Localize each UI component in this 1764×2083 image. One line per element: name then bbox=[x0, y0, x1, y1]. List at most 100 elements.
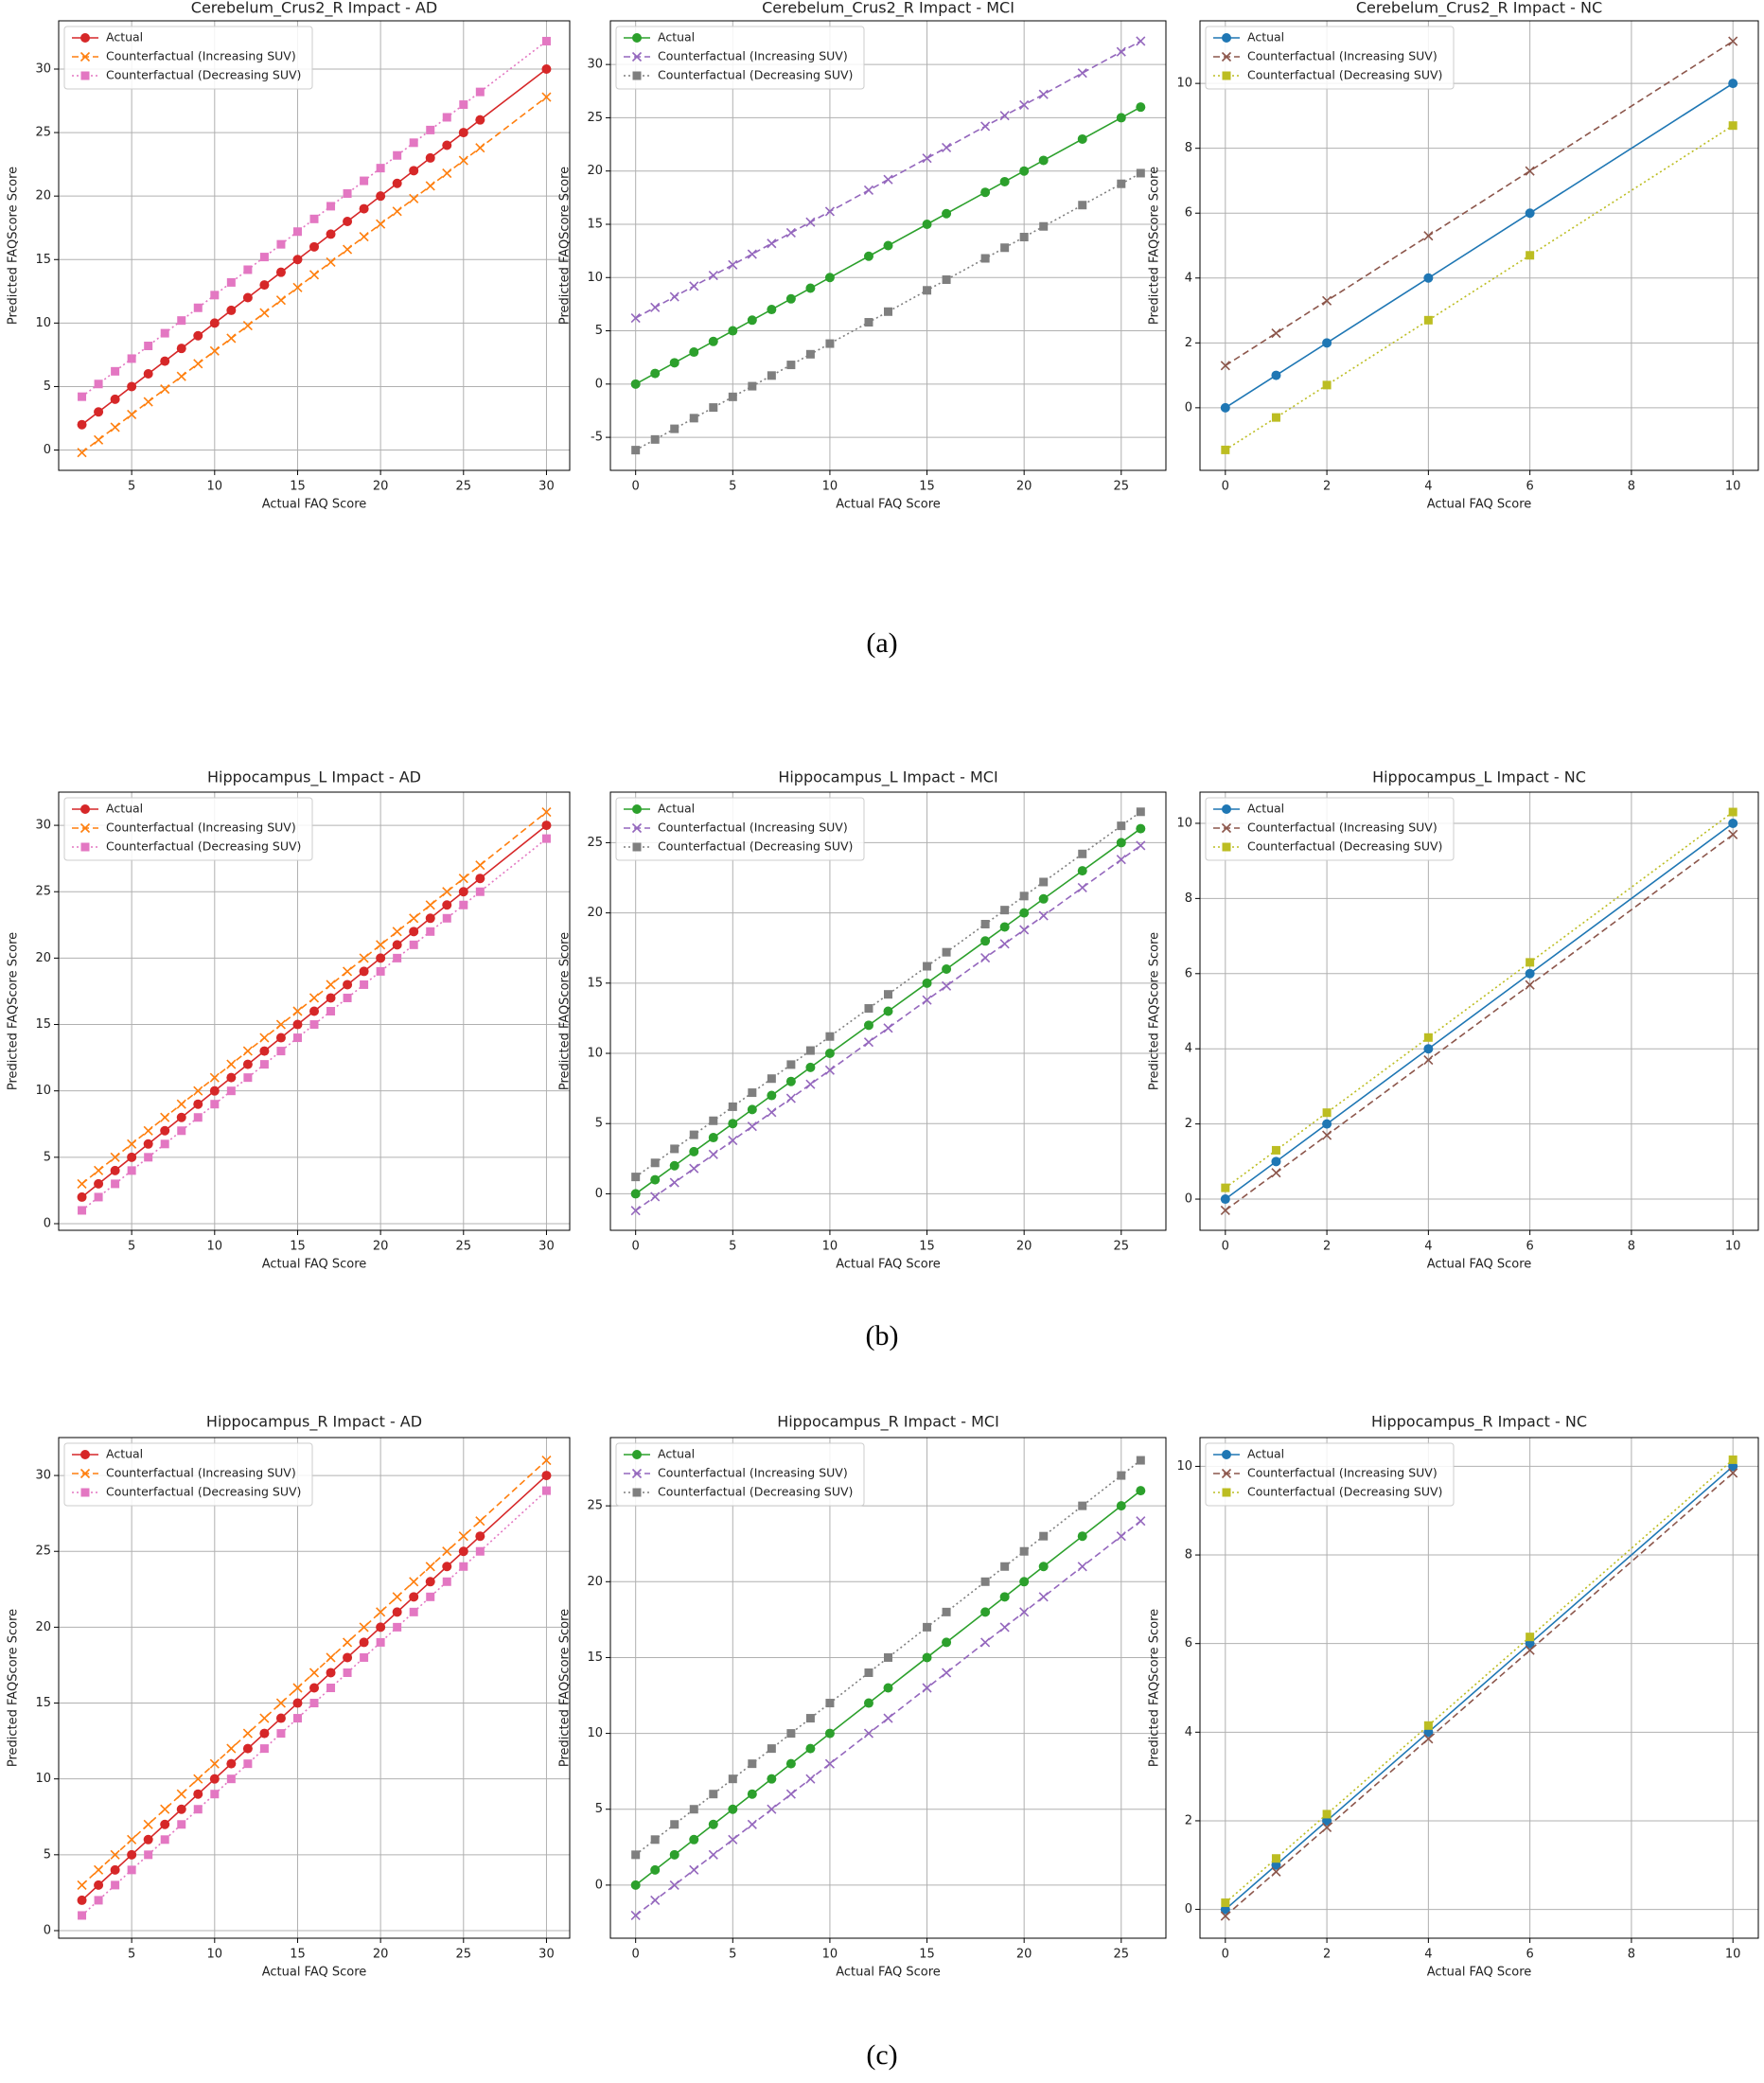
marker bbox=[425, 913, 435, 924]
marker bbox=[1039, 877, 1049, 887]
marker bbox=[630, 1880, 641, 1890]
y-tick-label: 0 bbox=[44, 443, 51, 457]
marker bbox=[1423, 1033, 1433, 1042]
y-tick-label: 30 bbox=[587, 58, 603, 72]
subplot: 0 5 10 15 20 25 -5 0 5 10 15 20 25 30 Cerebelum_Crus2_… bbox=[558, 0, 1167, 512]
marker bbox=[650, 1835, 660, 1845]
marker bbox=[1136, 823, 1146, 834]
marker bbox=[980, 121, 991, 132]
x-tick-label: 8 bbox=[1628, 480, 1635, 494]
marker bbox=[426, 1592, 435, 1601]
y-tick-label: 8 bbox=[1185, 891, 1192, 906]
y-tick-label: 0 bbox=[1185, 1192, 1192, 1207]
marker bbox=[1116, 46, 1126, 57]
x-tick-label: 15 bbox=[290, 1240, 306, 1254]
marker bbox=[923, 1622, 932, 1632]
chart-title: Hippocampus_R Impact - NC bbox=[1371, 1413, 1587, 1432]
x-tick-label: 25 bbox=[456, 480, 472, 494]
x-axis-label: Actual FAQ Score bbox=[1427, 498, 1532, 512]
marker bbox=[1728, 1461, 1738, 1472]
marker bbox=[110, 394, 120, 404]
marker bbox=[709, 1790, 718, 1799]
marker bbox=[259, 280, 270, 291]
marker bbox=[942, 1637, 952, 1648]
marker bbox=[747, 1121, 757, 1132]
marker bbox=[1077, 882, 1087, 892]
x-tick-label: 5 bbox=[128, 1948, 135, 1962]
marker bbox=[1136, 1486, 1146, 1496]
marker bbox=[393, 150, 402, 160]
marker bbox=[824, 1758, 835, 1769]
marker bbox=[630, 379, 641, 389]
plot-frame bbox=[609, 20, 1167, 471]
marker bbox=[392, 178, 402, 188]
legend-label: Counterfactual (Increasing SUV) bbox=[106, 821, 296, 835]
y-axis-label: Predicted FAQScore Score bbox=[7, 167, 21, 325]
marker bbox=[78, 392, 87, 401]
marker bbox=[786, 361, 796, 370]
marker bbox=[1322, 1108, 1332, 1118]
marker bbox=[193, 303, 203, 312]
marker bbox=[292, 1698, 303, 1708]
marker bbox=[1423, 273, 1434, 283]
marker bbox=[922, 153, 932, 164]
marker bbox=[342, 1637, 353, 1648]
y-tick-label: 0 bbox=[595, 377, 603, 391]
x-tick-label: 10 bbox=[207, 480, 223, 494]
x-axis-label: Actual FAQ Score bbox=[836, 1258, 941, 1272]
legend-marker bbox=[80, 71, 90, 80]
marker bbox=[923, 962, 932, 971]
marker bbox=[922, 219, 932, 229]
x-tick-label: 30 bbox=[538, 1240, 555, 1254]
marker bbox=[392, 927, 402, 937]
series-line bbox=[635, 172, 1141, 451]
marker bbox=[689, 1146, 699, 1156]
legend-label: Counterfactual (Decreasing SUV) bbox=[1247, 1485, 1442, 1499]
y-tick-label: 8 bbox=[1185, 1548, 1192, 1562]
subplot: 0 2 4 6 8 10 0 2 4 6 8 10 Hippocampus_L Impact - NC A… bbox=[1148, 768, 1759, 1272]
marker bbox=[1271, 1854, 1280, 1863]
legend-label: Counterfactual (Decreasing SUV) bbox=[1247, 68, 1442, 82]
plot-frame bbox=[1199, 791, 1759, 1231]
series-line bbox=[1225, 822, 1734, 1200]
marker bbox=[767, 1074, 776, 1084]
marker bbox=[1136, 102, 1146, 113]
marker bbox=[343, 980, 353, 990]
marker bbox=[1019, 1546, 1029, 1556]
marker bbox=[1221, 445, 1230, 454]
marker bbox=[669, 1849, 679, 1860]
marker bbox=[1116, 838, 1126, 848]
marker bbox=[359, 1622, 369, 1633]
y-tick-label: 6 bbox=[1185, 1636, 1192, 1651]
marker bbox=[160, 356, 170, 366]
marker bbox=[1526, 958, 1535, 967]
marker bbox=[343, 1668, 352, 1677]
marker bbox=[884, 990, 892, 999]
marker bbox=[292, 1714, 302, 1723]
marker bbox=[1322, 1130, 1332, 1140]
y-tick-label: 6 bbox=[1185, 206, 1192, 221]
marker bbox=[650, 1864, 661, 1875]
x-tick-label: 0 bbox=[632, 480, 640, 494]
marker bbox=[226, 1086, 236, 1096]
y-tick-label: 0 bbox=[44, 1923, 51, 1937]
marker bbox=[1423, 1055, 1434, 1066]
marker bbox=[689, 281, 699, 291]
legend-box bbox=[1205, 1442, 1455, 1507]
marker bbox=[541, 834, 551, 843]
legend-marker bbox=[1221, 1468, 1232, 1479]
series-line bbox=[635, 1490, 1141, 1886]
marker bbox=[1136, 840, 1146, 851]
marker bbox=[376, 191, 386, 202]
x-tick-label: 0 bbox=[1222, 1948, 1229, 1962]
marker bbox=[143, 1139, 153, 1149]
marker bbox=[259, 1033, 270, 1043]
marker bbox=[1271, 327, 1281, 339]
marker bbox=[193, 1086, 203, 1096]
marker bbox=[670, 1144, 679, 1154]
marker bbox=[210, 291, 220, 300]
marker bbox=[442, 1562, 452, 1572]
marker bbox=[883, 240, 893, 251]
marker bbox=[259, 1728, 270, 1739]
marker bbox=[923, 286, 932, 295]
